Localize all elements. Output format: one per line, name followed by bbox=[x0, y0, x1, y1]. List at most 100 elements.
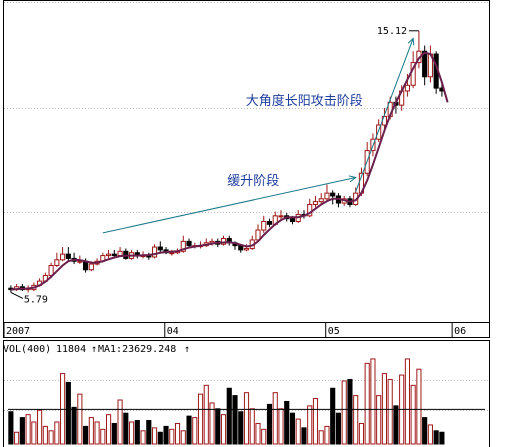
volume-bar bbox=[307, 405, 313, 445]
candle-body bbox=[186, 240, 192, 247]
candle-body bbox=[88, 263, 94, 271]
attack-stage-label: 大角度长阳攻击阶段 bbox=[246, 93, 363, 109]
volume-bar bbox=[94, 421, 100, 445]
volume-bar bbox=[249, 408, 255, 445]
candle-body bbox=[376, 124, 382, 140]
candle-body bbox=[48, 264, 54, 276]
date-tick-label: 05 bbox=[328, 326, 340, 337]
volume-bar bbox=[404, 358, 410, 445]
high-price-label: 15.12 bbox=[377, 26, 407, 37]
volume-bar bbox=[266, 403, 273, 445]
volume-bar bbox=[301, 427, 307, 445]
volume-bar bbox=[289, 412, 296, 445]
volume-bar bbox=[8, 411, 14, 445]
volume-bar bbox=[31, 421, 37, 445]
volume-bar bbox=[422, 417, 428, 445]
price-panel-frame bbox=[3, 0, 490, 338]
volume-bar bbox=[312, 398, 319, 445]
volume-bar bbox=[186, 415, 192, 445]
volume-bar bbox=[111, 422, 117, 445]
candle-body bbox=[422, 50, 428, 78]
volume-bar bbox=[203, 384, 209, 445]
volume-bar bbox=[65, 381, 71, 445]
candle-body bbox=[111, 253, 117, 257]
volume-bar bbox=[128, 421, 135, 445]
candle-body bbox=[77, 260, 83, 263]
volume-bar bbox=[381, 373, 387, 445]
volume-bar bbox=[255, 422, 261, 445]
candle-body bbox=[307, 203, 313, 217]
candle-body bbox=[404, 84, 410, 92]
slow-rise-annotation: 缓升阶段 bbox=[102, 174, 357, 234]
slow-rise-label: 缓升阶段 bbox=[227, 174, 279, 189]
candle-body bbox=[266, 221, 273, 225]
attack-stage-arrow bbox=[355, 38, 414, 192]
candle-body bbox=[220, 238, 227, 245]
volume-bar bbox=[370, 358, 376, 445]
candle-body bbox=[169, 252, 175, 255]
date-tick-label: 06 bbox=[454, 326, 466, 337]
volume-bar bbox=[318, 430, 324, 445]
volume-indicator-label: VOL(400) bbox=[3, 344, 51, 355]
volume-bar bbox=[387, 378, 393, 445]
slow-rise-arrow bbox=[102, 177, 356, 234]
volume-bar bbox=[25, 414, 31, 445]
volume-bar bbox=[238, 411, 244, 445]
candle-body bbox=[289, 218, 296, 223]
date-axis: 2007 04 05 06 bbox=[3, 322, 466, 337]
candle-body bbox=[106, 253, 112, 257]
volume-bar bbox=[261, 428, 267, 445]
volume-bar bbox=[14, 431, 20, 445]
volume-bar bbox=[215, 408, 221, 445]
candle-body bbox=[324, 192, 330, 200]
volume-bar bbox=[134, 420, 140, 445]
volume-bar bbox=[358, 422, 365, 445]
volume-bar bbox=[427, 424, 433, 445]
high-price-marker: 15.12 bbox=[377, 26, 419, 37]
volume-bar bbox=[140, 430, 146, 445]
candle-body bbox=[278, 215, 284, 218]
candle-body bbox=[54, 259, 60, 266]
volume-bar bbox=[100, 428, 106, 445]
volume-bar bbox=[209, 402, 215, 445]
volume-bar bbox=[220, 414, 227, 445]
volume-bar bbox=[163, 425, 169, 445]
candle-body bbox=[312, 201, 319, 205]
volume-bar bbox=[295, 418, 301, 445]
volume-bar bbox=[71, 406, 77, 445]
volume-bar bbox=[243, 392, 250, 445]
candle-body bbox=[261, 221, 267, 231]
volume-up-arrow-icon: ↑ bbox=[91, 344, 97, 355]
volume-bar bbox=[324, 425, 330, 445]
candle-body bbox=[243, 247, 250, 251]
volume-bar bbox=[42, 425, 48, 445]
candlestick-series bbox=[8, 30, 445, 293]
candle-body bbox=[117, 250, 123, 257]
candle-body bbox=[318, 198, 324, 203]
volume-bar bbox=[106, 414, 112, 445]
candle-body bbox=[330, 192, 336, 197]
volume-bar bbox=[60, 373, 66, 445]
volume-bar bbox=[192, 417, 198, 445]
volume-bar bbox=[180, 430, 186, 445]
volume-bar bbox=[353, 395, 359, 445]
volume-bar bbox=[284, 400, 290, 445]
volume-bar bbox=[364, 362, 370, 445]
attack-stage-annotation: 大角度长阳攻击阶段 bbox=[246, 37, 415, 192]
volume-bar bbox=[226, 387, 232, 445]
volume-bar bbox=[410, 384, 416, 445]
slow-rise-arrowhead bbox=[348, 175, 357, 183]
volume-bar bbox=[278, 408, 284, 445]
volume-value: 11804 bbox=[56, 344, 86, 355]
volume-bar bbox=[88, 417, 94, 445]
moving-average-line bbox=[10, 51, 449, 291]
volume-bar bbox=[393, 405, 399, 445]
volume-bar bbox=[197, 393, 204, 445]
volume-bar bbox=[433, 430, 439, 445]
volume-bar bbox=[157, 431, 163, 445]
volume-bar bbox=[335, 412, 342, 445]
volume-header: VOL(400) 11804 ↑ MA1:23629.248 ↑ bbox=[3, 344, 190, 355]
volume-bar bbox=[48, 430, 54, 445]
candle-body bbox=[238, 245, 244, 251]
